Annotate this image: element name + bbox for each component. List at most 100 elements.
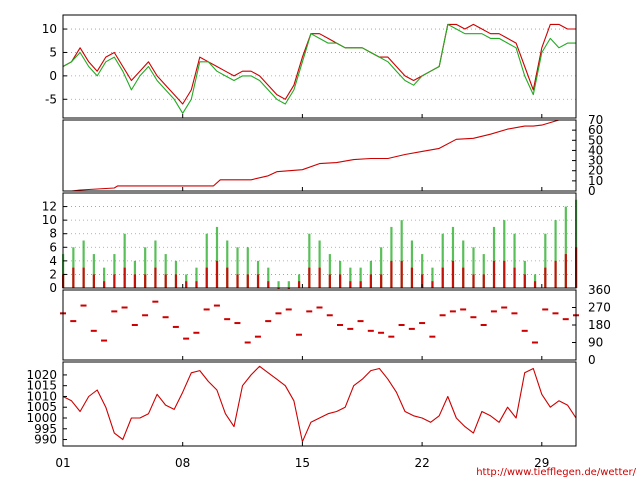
wind-direction-point: [511, 312, 518, 315]
temperature-series-red-line: [62, 23, 576, 105]
wind-direction-point: [531, 341, 538, 344]
wind-speed-point-green: [82, 240, 85, 288]
temperature-frame: [62, 14, 577, 119]
wind-speed-point-green: [462, 240, 465, 288]
wind-speed-point-red: [390, 260, 393, 288]
wind-direction-point: [490, 310, 497, 313]
wind-direction-ytick-label: 360: [588, 283, 611, 297]
wind-direction-point: [357, 320, 364, 323]
source-credit-link[interactable]: http://www.tiefflegen.de/wetter/: [476, 467, 636, 478]
wind-speed-ytick-label: 6: [49, 240, 57, 254]
wind-speed-point-red: [133, 274, 137, 288]
x-tick-label: 22: [414, 456, 429, 470]
wind-direction-ytick-label: 0: [588, 353, 596, 367]
wind-speed-point-green: [482, 254, 485, 288]
wind-direction-point: [480, 324, 487, 326]
precipitation-cumulative-ytick-label: 30: [588, 154, 603, 168]
wind-direction-point: [347, 327, 354, 330]
precipitation-cumulative-ytick-label: 40: [588, 143, 603, 157]
wind-direction-point: [326, 314, 333, 317]
wind-speed-point-green: [492, 226, 496, 288]
wind-speed-point-red: [441, 267, 444, 288]
wind-speed-point-red: [369, 274, 372, 288]
pressure-ytick-label: 1010: [26, 389, 57, 403]
wind-speed-ytick-label: 8: [49, 227, 57, 241]
wind-direction-point: [142, 314, 149, 317]
precipitation-cumulative-ytick-label: 10: [588, 174, 603, 188]
wind-speed-point-green: [380, 247, 383, 288]
wind-direction-point: [367, 329, 374, 332]
wind-speed-point-green: [503, 220, 506, 288]
temperature-ytick-label: 5: [49, 45, 57, 59]
x-tick-label: 29: [534, 456, 549, 470]
wind-speed-ytick-label: 4: [49, 254, 57, 268]
wind-speed-point-green: [308, 233, 311, 288]
wind-direction-point: [111, 310, 118, 313]
wind-speed-point-red: [144, 274, 147, 288]
wind-speed-point-green: [154, 240, 157, 288]
wind-speed-point-red: [492, 260, 496, 288]
pressure-ytick-label: 1015: [26, 379, 57, 393]
wind-speed-ytick-label: 10: [42, 213, 57, 227]
wind-speed-point-green: [113, 254, 116, 288]
wind-speed-point-red: [226, 267, 229, 288]
wind-speed-frame: [62, 192, 577, 289]
wind-direction-ytick-label: 180: [588, 318, 611, 332]
wind-direction-point: [449, 310, 456, 313]
wind-direction-point: [285, 308, 292, 311]
wind-direction-point: [265, 320, 272, 323]
precipitation-cumulative-ytick-label: 70: [588, 113, 603, 127]
wind-direction-point: [542, 308, 549, 311]
wind-direction-point: [131, 324, 138, 326]
wind-speed-point-red: [205, 267, 208, 288]
wind-speed-point-green: [236, 247, 239, 288]
wind-direction-point: [562, 318, 569, 321]
wind-direction-point: [419, 322, 426, 325]
wind-speed-point-green: [123, 233, 126, 288]
wind-speed-point-red: [431, 281, 434, 288]
wind-speed-point-red: [544, 267, 547, 288]
wind-direction-point: [388, 335, 395, 338]
wind-speed-point-green: [215, 226, 219, 288]
wind-direction-point: [121, 306, 128, 309]
wind-direction-ytick-label: 90: [588, 336, 603, 350]
temperature-series-green-line: [62, 23, 576, 114]
wind-speed-point-red: [164, 274, 167, 288]
wind-speed-point-red: [462, 267, 465, 288]
pressure-ytick-label: 990: [34, 433, 57, 447]
wind-speed-point-green: [359, 267, 362, 288]
wind-speed-point-red: [359, 281, 362, 288]
wind-speed-point-red: [328, 274, 331, 288]
wind-speed-point-red: [400, 260, 403, 288]
precipitation-cumulative-frame: [62, 119, 577, 192]
precipitation-cumulative-ytick-label: 60: [588, 123, 603, 137]
wind-speed-point-green: [564, 206, 567, 288]
wind-direction-point: [183, 337, 190, 340]
wind-speed-point-red: [318, 267, 321, 288]
wind-speed-point-green: [205, 233, 208, 288]
precipitation-cumulative-series-red-line: [63, 119, 576, 192]
wind-speed-point-red: [113, 274, 116, 288]
wind-speed-point-green: [144, 247, 147, 288]
x-axis-day-labels: 01 08 15 22 29: [55, 456, 549, 470]
wind-speed-point-red: [174, 274, 178, 288]
wind-direction-point: [337, 324, 344, 326]
wind-speed-point-red: [154, 267, 157, 288]
wind-speed-point-red: [267, 281, 270, 288]
wind-speed-point-red: [339, 274, 342, 288]
wind-speed-point-red: [256, 274, 260, 288]
wind-direction-point: [244, 341, 251, 344]
wind-speed-point-green: [103, 267, 106, 288]
wind-direction-point: [501, 306, 508, 309]
wind-direction-point: [316, 306, 323, 309]
wind-speed-point-green: [92, 254, 95, 288]
wind-speed-point-green: [410, 240, 414, 288]
wind-direction-point: [162, 316, 169, 319]
wind-direction-point: [203, 308, 210, 311]
wind-direction-point: [470, 316, 477, 319]
wind-direction-point: [254, 335, 261, 338]
wind-speed-point-red: [380, 274, 383, 288]
